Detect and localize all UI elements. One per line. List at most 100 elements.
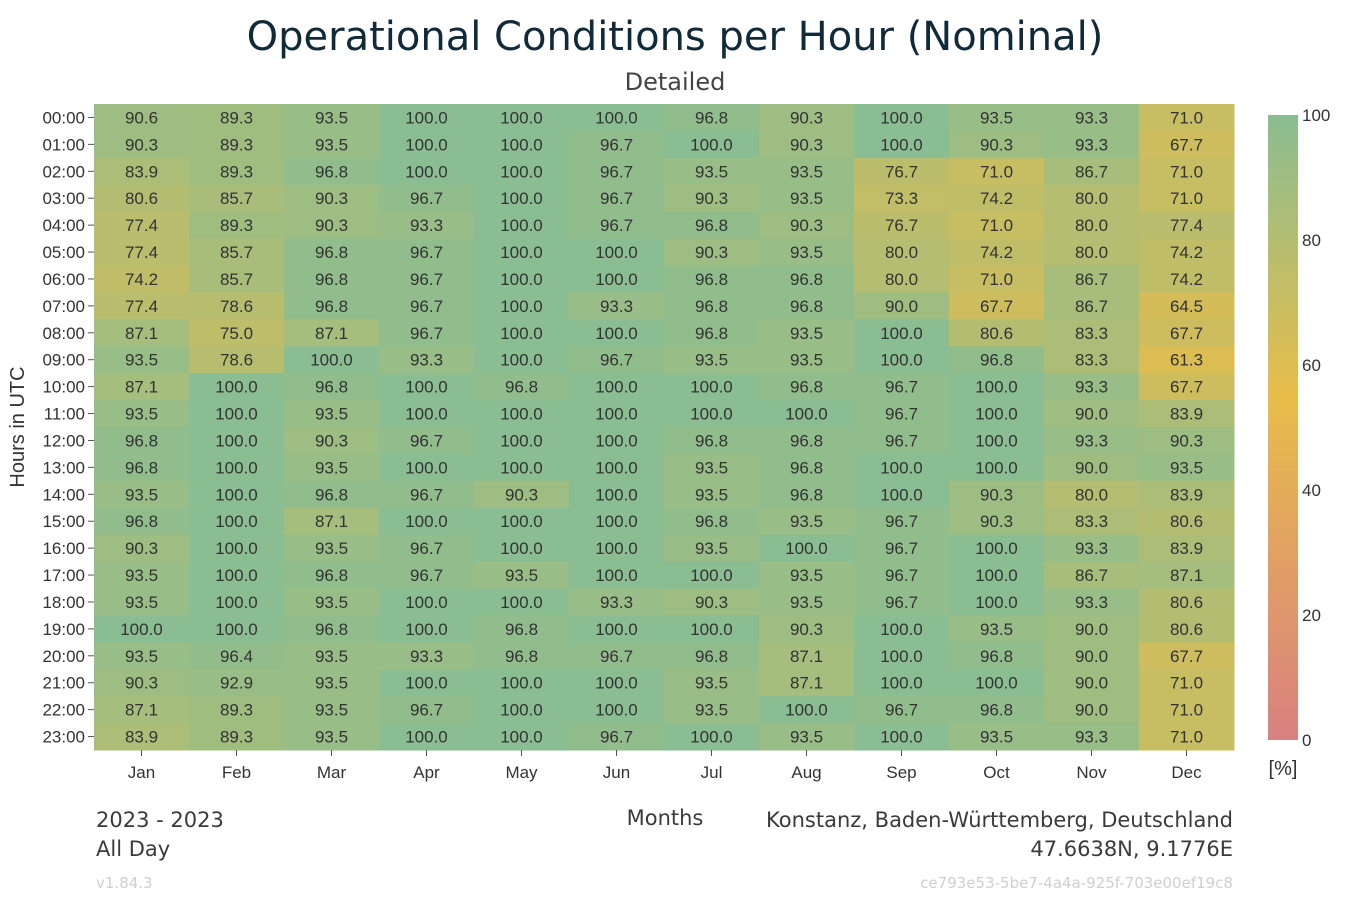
- cell-value-label: 100.0: [975, 674, 1018, 693]
- cell-value-label: 100.0: [595, 243, 638, 262]
- heatmap-cell: [569, 534, 665, 563]
- cell-value-label: 93.5: [315, 405, 348, 424]
- heatmap-cell: [759, 319, 855, 347]
- heatmap-cell: [1139, 669, 1235, 697]
- heatmap-cell: [759, 104, 855, 132]
- heatmap-cell: [1044, 211, 1140, 240]
- cell-value-label: 96.7: [600, 135, 633, 154]
- heatmap-cell: [379, 184, 475, 213]
- heatmap-cell: [759, 642, 855, 670]
- heatmap-cell: [379, 507, 475, 536]
- heatmap-cell: [949, 238, 1045, 266]
- cell-value-label: 90.0: [1075, 620, 1108, 639]
- cell-value-label: 73.3: [885, 189, 918, 208]
- heatmap-cell: [379, 157, 475, 186]
- cell-value-label: 100.0: [595, 458, 638, 477]
- heatmap-cell: [854, 453, 950, 482]
- heatmap-cell: [1044, 507, 1140, 536]
- cell-value-label: 100.0: [595, 512, 638, 531]
- cell-value-label: 96.8: [315, 297, 348, 316]
- heatmap-cell-labels: 90.6 89.3 93.5 100.0 100.0 100.0 96.8 90.3 100.0…: [120, 108, 1203, 746]
- heatmap-cell: [474, 696, 570, 724]
- heatmap-cell: [189, 427, 285, 455]
- cell-value-label: 100.0: [500, 512, 543, 531]
- cell-value-label: 90.3: [125, 135, 158, 154]
- cell-value-label: 93.5: [315, 593, 348, 612]
- xlabel: Months: [626, 806, 704, 830]
- cell-value-label: 96.8: [695, 270, 728, 289]
- heatmap-cell: [949, 184, 1045, 213]
- cell-value-label: 89.3: [220, 701, 253, 720]
- cell-value-label: 100.0: [595, 539, 638, 558]
- heatmap-cell: [1044, 615, 1140, 643]
- cell-value-label: 93.3: [410, 216, 443, 235]
- heatmap-cell: [664, 238, 760, 266]
- cell-value-label: 93.5: [790, 243, 823, 262]
- heatmap-cell: [474, 534, 570, 563]
- colorbar: [1268, 115, 1298, 740]
- heatmap-cell: [474, 130, 570, 159]
- cell-value-label: 80.0: [1075, 485, 1108, 504]
- heatmap-cell: [379, 319, 475, 347]
- cell-value-label: 93.5: [695, 458, 728, 477]
- cell-value-label: 93.3: [1075, 108, 1108, 127]
- heatmap-cell: [284, 346, 380, 374]
- heatmap-cell: [94, 211, 190, 240]
- cell-value-label: 93.5: [695, 162, 728, 181]
- heatmap-cell: [284, 292, 380, 320]
- cell-value-label: 90.3: [790, 620, 823, 639]
- cell-value-label: 96.8: [315, 378, 348, 397]
- heatmap-cell: [664, 427, 760, 455]
- heatmap-cell: [189, 130, 285, 159]
- cell-value-label: 100.0: [595, 405, 638, 424]
- heatmap-cell: [664, 669, 760, 697]
- heatmap-cell: [759, 696, 855, 724]
- cell-value-label: 87.1: [790, 674, 823, 693]
- cell-value-label: 96.7: [410, 566, 443, 585]
- cell-value-label: 100.0: [785, 539, 828, 558]
- heatmap-cell: [284, 642, 380, 670]
- heatmap-cell: [379, 400, 475, 428]
- cell-value-label: 100.0: [215, 593, 258, 612]
- cell-value-label: 86.7: [1075, 270, 1108, 289]
- cell-value-label: 80.6: [1170, 512, 1203, 531]
- cell-value-label: 90.3: [315, 431, 348, 450]
- cell-value-label: 100.0: [215, 431, 258, 450]
- heatmap-cell: [94, 157, 190, 186]
- cell-value-label: 77.4: [125, 243, 158, 262]
- heatmap-cell: [664, 588, 760, 616]
- heatmap-cell: [1044, 642, 1140, 670]
- cell-value-label: 93.5: [125, 593, 158, 612]
- cell-value-label: 100.0: [215, 539, 258, 558]
- cell-value-label: 100.0: [690, 566, 733, 585]
- cell-value-label: 61.3: [1170, 351, 1203, 370]
- cell-value-label: 96.8: [315, 162, 348, 181]
- cell-value-label: 74.2: [1170, 243, 1203, 262]
- y-tick-label: 09:00: [42, 351, 85, 370]
- heatmap-cell: [759, 211, 855, 240]
- y-tick-label: 01:00: [42, 135, 85, 154]
- cell-value-label: 100.0: [880, 485, 923, 504]
- heatmap-cell: [664, 319, 760, 347]
- heatmap-cell: [569, 238, 665, 266]
- heatmap-cell: [94, 400, 190, 428]
- heatmap-cell: [189, 157, 285, 186]
- cell-value-label: 83.9: [125, 162, 158, 181]
- cell-value-label: 93.3: [410, 351, 443, 370]
- cell-value-label: 87.1: [125, 378, 158, 397]
- cell-value-label: 100.0: [500, 593, 543, 612]
- cell-value-label: 93.5: [125, 647, 158, 666]
- heatmap-cell: [759, 588, 855, 616]
- cell-value-label: 100.0: [595, 324, 638, 343]
- cell-value-label: 100.0: [310, 351, 353, 370]
- colorbar-tick-label: 80: [1302, 231, 1321, 250]
- heatmap-cell: [759, 615, 855, 643]
- heatmap-cell: [949, 400, 1045, 428]
- cell-value-label: 96.8: [790, 431, 823, 450]
- cell-value-label: 96.8: [505, 620, 538, 639]
- heatmap-cell: [854, 588, 950, 616]
- heatmap-cell: [189, 238, 285, 266]
- cell-value-label: 96.8: [695, 647, 728, 666]
- heatmap-cell: [474, 561, 570, 589]
- y-axis-label: Hours in UTC: [7, 366, 29, 487]
